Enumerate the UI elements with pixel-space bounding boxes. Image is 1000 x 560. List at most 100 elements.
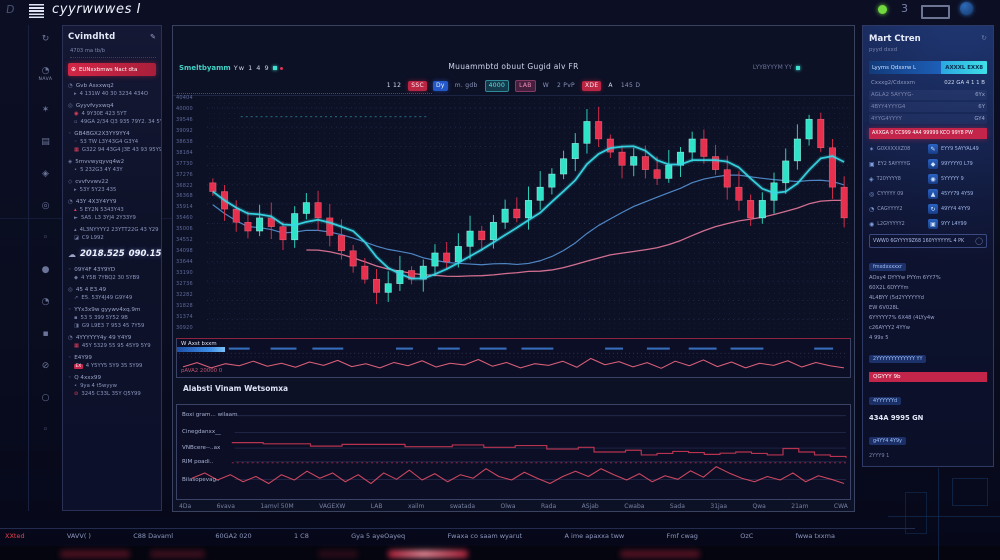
kv-row[interactable]: Cxxxg2/Cdxxxm 022 GA 4 1 1 B (869, 78, 987, 88)
grid-item-right[interactable]: ◉ 5YYYYY 9 (928, 174, 987, 184)
toolbar-badge[interactable]: 4000 (484, 80, 510, 92)
pair-label: Smeltbyamm (179, 64, 231, 72)
group-title[interactable]: ◔ Gvb Asxxwq2 (68, 83, 156, 89)
warning-banner[interactable]: AXXGA 0 CC999 4A4 99999 KCO 99Y8 PW (869, 128, 987, 139)
toolbar-badge[interactable]: 1 12 (386, 82, 402, 89)
minimize-icon[interactable]: 3 (901, 2, 908, 15)
circle-icon[interactable]: ○ (42, 393, 50, 403)
toolbar-badge[interactable]: A (608, 82, 613, 89)
list-item[interactable]: ▫ 49GA 2/34 Q3 935 79Y2. 34 5Y59 (74, 119, 161, 125)
toolbar-badge[interactable]: LAB (515, 80, 536, 92)
list-item[interactable]: ⊘ 3245 C33L 35Y Q5Y99 (74, 391, 156, 397)
glow-blob (60, 550, 130, 558)
alert-banner-2[interactable]: QGYYY 9b (869, 372, 987, 382)
group-title[interactable]: ◈ 5mvvwyqyvq4w2 (68, 159, 156, 165)
diamond-icon[interactable]: ◈ (42, 169, 49, 179)
group-title[interactable]: ◇ cvvfvvwv22 (68, 179, 156, 185)
account-dot[interactable] (960, 2, 973, 15)
list-item[interactable]: ▴ 5 EY2N 5343Y43 (74, 207, 156, 213)
spark-icon[interactable]: ✶ (42, 105, 50, 115)
grid-item-left[interactable]: ✶ G0XXXXXZ08 (869, 144, 928, 154)
grid-item-right[interactable]: ◆ 99YYYY0 L79 (928, 159, 987, 169)
grid-item-right[interactable]: ↻ 49YY4 4YY9 (928, 204, 987, 214)
list-item[interactable]: ↗ E5. 53Y4J49 G9Y49 (74, 295, 156, 301)
oscillator-label: Boxi gram... wilaam (182, 412, 238, 418)
toolbar-badge[interactable]: m. gdb (454, 82, 478, 89)
maximize-icon[interactable] (921, 5, 950, 19)
grid-item-left[interactable]: ◈ T20YYYY8 (869, 174, 928, 184)
list-item[interactable]: ▦ 45Y 5329 55 95 45Y9 5Y9 (74, 343, 156, 349)
group-title[interactable]: ◔ 4YYYYYY4y 49 Y4Y9 (68, 335, 156, 341)
kv-row[interactable]: 4YYG4YYYY GY4 (869, 114, 987, 124)
oscillator-panel[interactable]: Boxi gram... wilaam Cinegdanxx__ VNBcere--… (176, 404, 851, 500)
refresh-icon[interactable]: ↻ (981, 34, 987, 42)
toolbar-badge[interactable]: 2 PvP (556, 82, 575, 89)
toolbar-badge[interactable]: XDE (581, 81, 602, 91)
toolbar-badge[interactable]: W (542, 82, 549, 89)
block-icon[interactable]: ⊘ (42, 361, 50, 371)
grid-item-left[interactable]: ◎ CYYYYY 09 (869, 189, 928, 199)
group-title[interactable]: ◎ Gyyvfvyxwq4 (68, 103, 156, 109)
refresh-icon[interactable]: ↻ (42, 35, 50, 44)
toolbar-badge[interactable]: Dy (432, 81, 448, 91)
square-icon[interactable]: ▪ (42, 329, 48, 339)
dot2-icon[interactable]: ◦ (43, 425, 48, 435)
target-icon[interactable]: ◎ (42, 201, 50, 211)
row-label: G9 L9E3 7 953 45 7Y59 (81, 323, 145, 329)
grid-item-right[interactable]: ▣ 9YY L4Y99 (928, 219, 987, 229)
list-item[interactable]: ▸ 53Y 5Y23 435 (74, 187, 156, 193)
list-item[interactable]: ▦ G322 94 43G4 J3E 43 93 95Y9 (74, 147, 161, 153)
group-title[interactable]: ◔ 43Y 4X3Y4YY9 (68, 199, 156, 205)
kv-row[interactable]: 4BYY4YYYG4 6Y (869, 102, 987, 112)
grid-item-left[interactable]: ◔ CAGYYYY2 (869, 204, 928, 214)
promo-banner-left: Lyyms Qdxxrw L (869, 61, 942, 74)
alert-banner[interactable]: ⊕ EUNxxbmws Nact dta (68, 63, 156, 76)
group-title[interactable]: ◦ Q 4xxx99 (68, 375, 156, 381)
list-item[interactable]: ◨ G9 L9E3 7 953 45 7Y59 (74, 323, 156, 329)
kv-key: 4BYY4YYYG4 (871, 104, 906, 110)
lookup-row[interactable]: VWW0 6GYYYY9Z68 160YYYYYYL 4 PK ◯ (869, 234, 987, 248)
grid-item-left[interactable]: ▣ EY2 5AYYYYG (869, 159, 928, 169)
group-title[interactable]: ◎ 45 4 E3.49 (68, 287, 156, 293)
grid-item-left[interactable]: ◉ L2GYYYYY2 (869, 219, 928, 229)
candlestick-chart[interactable] (207, 96, 850, 331)
tag-chip-3[interactable]: 4YYYYYYd (869, 397, 902, 405)
promo-banner[interactable]: Lyyms Qdxxrw L AXXXL EXX8 (869, 61, 987, 74)
list-item[interactable]: ◪ C9 L992 (74, 235, 156, 241)
grid-icon[interactable]: ▤ (41, 137, 50, 147)
time-tick: xailm (407, 503, 425, 510)
group-title[interactable]: ◦ 09Y4F 43Y9YD (68, 267, 156, 273)
list-item[interactable]: EX 4 Y5YY5 5Y9 35 5Y99 (74, 363, 156, 369)
list-item[interactable]: ► 5A5. L3 3YJ4 2Y33Y9 (74, 215, 156, 221)
list-item[interactable]: ◦ 53 TW L3Y43G4 G3Y4 (74, 139, 156, 145)
group-title[interactable]: ◦ E4Y99 (68, 355, 156, 361)
group-title[interactable]: ◦ YYx3x9w gyywv4xq.9m (68, 307, 156, 313)
row-icon: ▦ (74, 147, 79, 153)
list-item[interactable]: ▴ 4L3NYYYY2 23YTT22G 43 Y29 (74, 227, 159, 233)
list-item[interactable]: ◆ 4 Y5B 7YBQ2 30 5YB9 (74, 275, 156, 281)
grid-item-right[interactable]: ✎ EYY9 5AYYAL49 (928, 144, 987, 154)
list-item[interactable]: ◉ 4 9Y30E 423 5YT (74, 111, 156, 117)
list-item[interactable]: • 9ya 4 t5wyyw (74, 383, 156, 389)
tag-chip-4[interactable]: g4YY4 4Y9y (869, 437, 906, 445)
group-icon: ◇ (68, 179, 73, 185)
group-title[interactable]: ◦ GB4BGX2X3YY9YY4 (68, 131, 156, 137)
toolbar-badge[interactable]: 145 D (620, 82, 641, 89)
disc-icon[interactable]: ● (42, 265, 50, 275)
tag-chip-1[interactable]: fmxdxxxxxr (869, 263, 906, 271)
edit-icon[interactable]: ✎ (150, 33, 156, 41)
list-item[interactable]: ▪ 53 5 399 5Y52 9B (74, 315, 156, 321)
clock-icon[interactable]: ◔ (42, 297, 50, 307)
list-item[interactable]: • 5 232G3 4Y 43Y (74, 167, 156, 173)
dot-icon[interactable]: ◦ (43, 233, 48, 243)
toolbar-badge[interactable]: SSC (408, 81, 427, 91)
kv-row[interactable]: AGLA2 5AYYYG- 6Yx (869, 90, 987, 100)
sidebar-group: ◦ GB4BGX2X3YY9YY4 ◦ 53 TW L3Y43G4 G3Y4 ▦ G322… (68, 131, 161, 153)
tag-chip-2[interactable]: 2YYYYYYYYYYYYY YY (869, 355, 927, 363)
list-item[interactable]: ▸ 4 131W 40 30 3234 434O (74, 91, 156, 97)
alert-icon[interactable]: ◔ NAVA (38, 67, 52, 83)
menu-icon[interactable] (29, 4, 44, 18)
grid-item-right[interactable]: ▲ 45YY79 4Y59 (928, 189, 987, 199)
volume-indicator-panel[interactable]: W Axst bxxm pAVA2 20000 0 (176, 338, 851, 378)
